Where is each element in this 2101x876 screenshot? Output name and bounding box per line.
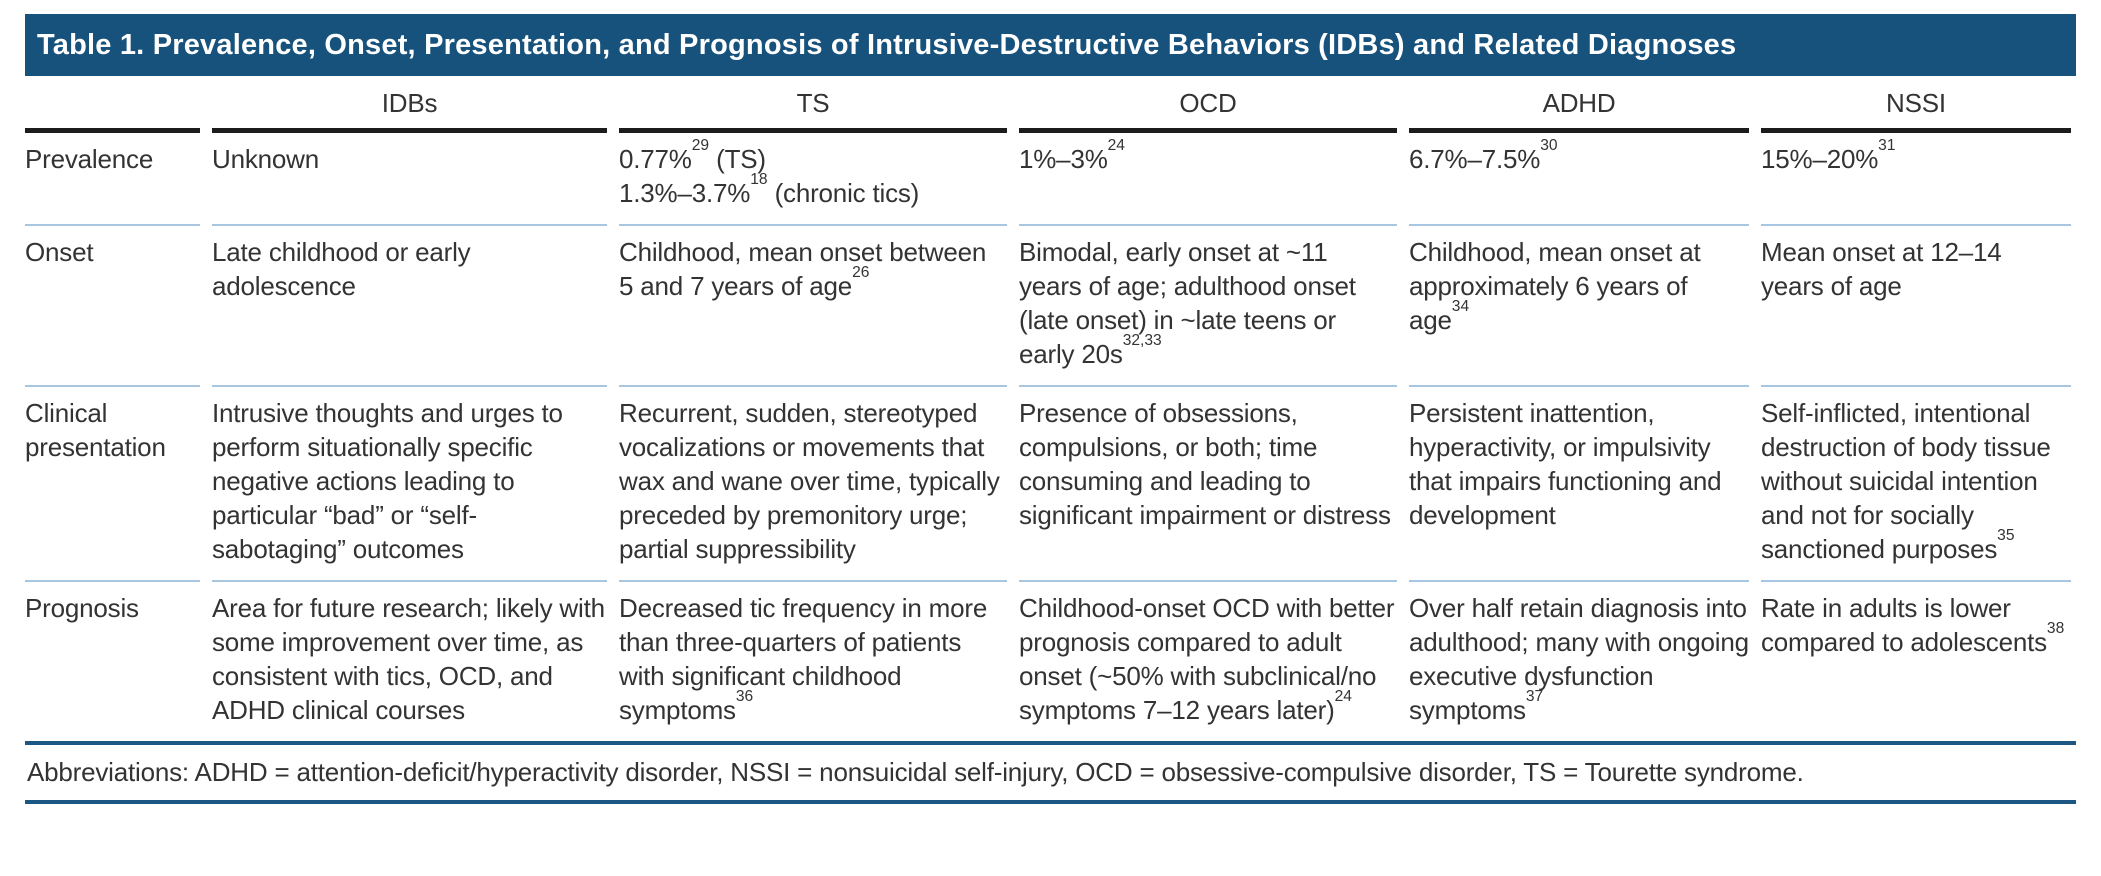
cell-clinical-ocd: Presence of obsessions, compulsions, or … [1019,387,1397,582]
column-header-row: IDBs TS OCD ADHD NSSI [25,76,2071,133]
cell-clinical-adhd: Persistent inattention, hyperactivity, o… [1409,387,1749,582]
cell-clinical-ts: Recurrent, sudden, stereotyped vocalizat… [619,387,1007,582]
cell-clinical-nssi: Self-inflicted, intentional destruction … [1761,387,2071,582]
cell-prognosis-ts: Decreased tic frequency in more than thr… [619,593,988,725]
cell-prognosis-nssi: Rate in adults is lower compared to adol… [1761,593,2065,657]
diagnoses-table: IDBs TS OCD ADHD NSSI Prevalence Unknown… [13,76,2083,741]
cell-prevalence-adhd: 6.7%–7.5%30 [1409,133,1749,226]
column-header-blank [25,76,200,133]
table-title-bar: Table 1. Prevalence, Onset, Presentation… [25,14,2076,76]
row-label-prognosis: Prognosis [25,593,139,623]
table-row-onset: Onset Late childhood or early adolescenc… [25,226,2071,387]
cell-onset-adhd: Childhood, mean onset at approximately 6… [1409,226,1749,387]
table-title: Table 1. Prevalence, Onset, Presentation… [37,28,1737,61]
table-row-prevalence: Prevalence Unknown 0.77%29 (TS) 1.3%–3.7%… [25,133,2071,226]
table-row-prognosis: Prognosis Area for future research; like… [25,582,2071,741]
cell-prognosis-ocd: Childhood-onset OCD with better prognosi… [1019,593,1395,725]
cell-clinical-idbs: Intrusive thoughts and urges to perform … [212,387,607,582]
row-label-onset: Onset [25,226,200,387]
column-header-adhd: ADHD [1409,76,1749,133]
column-header-ocd: OCD [1019,76,1397,133]
cell-prevalence-ocd: 1%–3%24 [1019,133,1397,226]
cell-onset-ts: Childhood, mean onset between 5 and 7 ye… [619,226,1007,387]
cell-prevalence-ts: 0.77%29 (TS) 1.3%–3.7%18 (chronic tics) [619,133,1007,226]
abbreviations-footnote: Abbreviations: ADHD = attention-deficit/… [25,745,2076,804]
row-label-prevalence: Prevalence [25,133,200,226]
cell-onset-ocd: Bimodal, early onset at ~11 years of age… [1019,226,1397,387]
cell-prevalence-idbs: Unknown [212,133,607,226]
cell-prevalence-nssi: 15%–20%31 [1761,133,2071,226]
cell-onset-nssi: Mean onset at 12–14 years of age [1761,226,2071,387]
table-row-clinical-presentation: Clinical presentation Intrusive thoughts… [25,387,2071,582]
row-label-clinical-presentation: Clinical presentation [25,387,200,582]
column-header-idbs: IDBs [212,76,607,133]
column-header-nssi: NSSI [1761,76,2071,133]
column-header-ts: TS [619,76,1007,133]
cell-onset-idbs: Late childhood or early adolescence [212,226,607,387]
table-container: IDBs TS OCD ADHD NSSI Prevalence Unknown… [25,76,2076,745]
cell-prognosis-idbs: Area for future research; likely with so… [212,593,605,725]
cell-prognosis-adhd: Over half retain diagnosis into adulthoo… [1409,593,1749,725]
